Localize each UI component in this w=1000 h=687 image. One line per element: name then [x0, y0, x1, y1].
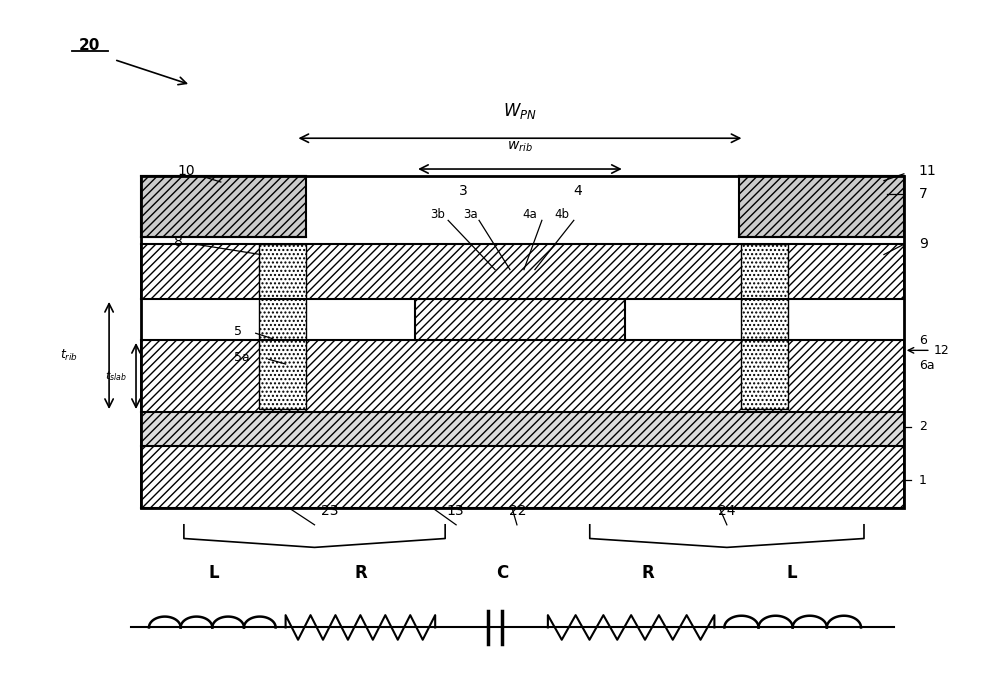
- Text: 3: 3: [459, 184, 467, 198]
- Text: 6a: 6a: [919, 359, 934, 372]
- Text: 3a: 3a: [463, 208, 477, 221]
- Text: R: R: [641, 564, 654, 582]
- Text: $t_{slab}$: $t_{slab}$: [105, 369, 127, 383]
- Text: 7: 7: [919, 188, 928, 201]
- Bar: [739, 176, 904, 238]
- Text: $t_{rib}$: $t_{rib}$: [60, 348, 78, 363]
- Bar: [141, 340, 904, 412]
- Text: 11: 11: [919, 164, 937, 178]
- Text: 9: 9: [919, 237, 928, 251]
- Bar: [141, 176, 306, 238]
- Text: C: C: [496, 564, 508, 582]
- Text: 22: 22: [509, 504, 527, 518]
- Bar: [141, 446, 904, 508]
- Text: 10: 10: [177, 164, 195, 178]
- Text: $w_{rib}$: $w_{rib}$: [507, 140, 533, 155]
- Text: 23: 23: [321, 504, 338, 518]
- Text: $W_{PN}$: $W_{PN}$: [503, 101, 537, 121]
- Text: 12: 12: [934, 344, 950, 357]
- Text: 1: 1: [919, 474, 927, 487]
- Text: 5: 5: [234, 325, 242, 338]
- Text: 13: 13: [446, 504, 464, 518]
- Bar: [141, 412, 904, 446]
- Text: 6: 6: [919, 334, 927, 346]
- Bar: [141, 245, 904, 299]
- Bar: [141, 176, 904, 508]
- Bar: [741, 245, 788, 409]
- Bar: [415, 299, 625, 340]
- Text: 2: 2: [919, 420, 927, 433]
- Text: 20: 20: [78, 38, 100, 54]
- Text: R: R: [354, 564, 367, 582]
- Text: 4a: 4a: [523, 208, 537, 221]
- Bar: [259, 245, 306, 409]
- Text: 4: 4: [573, 184, 582, 198]
- Text: 8: 8: [174, 235, 183, 249]
- Text: L: L: [787, 564, 797, 582]
- Text: 3b: 3b: [430, 208, 445, 221]
- Text: 24: 24: [718, 504, 736, 518]
- Text: 5a: 5a: [234, 350, 249, 363]
- Text: L: L: [208, 564, 219, 582]
- Text: 4b: 4b: [554, 208, 569, 221]
